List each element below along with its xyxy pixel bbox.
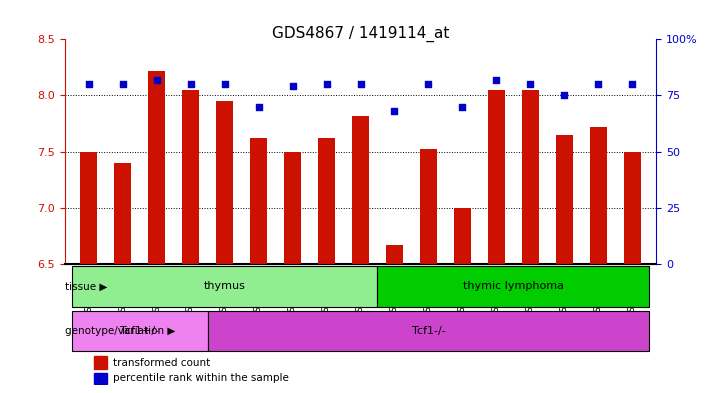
- Point: [117, 81, 128, 87]
- Point: [389, 108, 400, 114]
- Point: [456, 103, 468, 110]
- Point: [151, 77, 162, 83]
- Text: Tcf1-/-: Tcf1-/-: [412, 326, 446, 336]
- Text: Tcf1+/-: Tcf1+/-: [120, 326, 159, 336]
- Bar: [148, 71, 165, 264]
- Bar: [488, 90, 505, 264]
- Bar: [71, 311, 208, 351]
- Point: [559, 92, 570, 99]
- Bar: [80, 152, 97, 264]
- Bar: [352, 116, 369, 264]
- Point: [525, 81, 536, 87]
- Bar: [71, 266, 378, 307]
- Point: [287, 83, 298, 90]
- Bar: [378, 266, 650, 307]
- Point: [218, 81, 230, 87]
- Bar: [386, 245, 403, 264]
- Text: tissue ▶: tissue ▶: [65, 281, 107, 291]
- Bar: [318, 138, 335, 264]
- Text: transformed count: transformed count: [113, 358, 211, 367]
- Bar: [454, 208, 471, 264]
- Bar: [590, 127, 607, 264]
- Bar: [556, 135, 573, 264]
- Bar: [114, 163, 131, 264]
- Text: thymic lymphoma: thymic lymphoma: [463, 281, 564, 291]
- Point: [185, 81, 196, 87]
- Text: genotype/variation ▶: genotype/variation ▶: [65, 326, 176, 336]
- Text: percentile rank within the sample: percentile rank within the sample: [113, 373, 289, 383]
- Bar: [94, 373, 107, 384]
- Bar: [216, 101, 233, 264]
- Bar: [208, 311, 650, 351]
- Point: [627, 81, 638, 87]
- Point: [253, 103, 265, 110]
- Point: [491, 77, 503, 83]
- Bar: [250, 138, 267, 264]
- Bar: [94, 356, 107, 369]
- Text: thymus: thymus: [203, 281, 246, 291]
- Bar: [624, 152, 641, 264]
- Point: [593, 81, 604, 87]
- Text: GDS4867 / 1419114_at: GDS4867 / 1419114_at: [272, 26, 449, 42]
- Bar: [284, 152, 301, 264]
- Bar: [182, 90, 199, 264]
- Point: [423, 81, 434, 87]
- Bar: [522, 90, 539, 264]
- Point: [355, 81, 366, 87]
- Point: [321, 81, 332, 87]
- Bar: [420, 149, 437, 264]
- Point: [83, 81, 94, 87]
